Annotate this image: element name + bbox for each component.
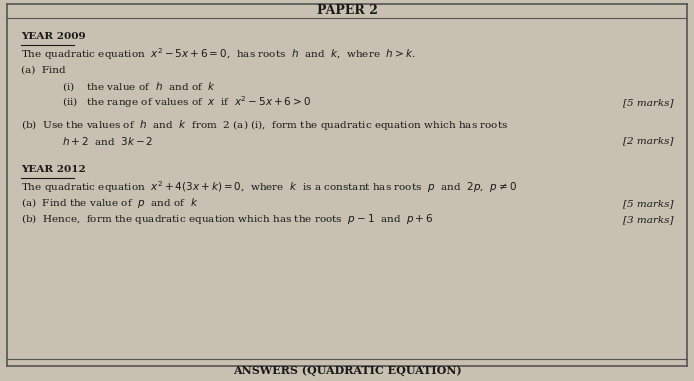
Text: (ii)   the range of values of  $x$  if  $x^2 - 5x + 6 > 0$: (ii) the range of values of $x$ if $x^2 … [62,94,312,110]
Text: [5 marks]: [5 marks] [623,98,673,107]
Text: [5 marks]: [5 marks] [623,199,673,208]
Text: YEAR 2012: YEAR 2012 [21,165,85,174]
Text: $h + 2$  and  $3k - 2$: $h + 2$ and $3k - 2$ [62,134,154,147]
Text: PAPER 2: PAPER 2 [316,4,378,17]
Text: YEAR 2009: YEAR 2009 [21,32,85,41]
Text: The quadratic equation  $x^2 - 5x + 6 = 0$,  has roots  $h$  and  $k$,  where  $: The quadratic equation $x^2 - 5x + 6 = 0… [21,46,415,62]
Text: (b)  Hence,  form the quadratic equation which has the roots  $p - 1$  and  $p +: (b) Hence, form the quadratic equation w… [21,213,434,226]
Text: ANSWERS (QUADRATIC EQUATION): ANSWERS (QUADRATIC EQUATION) [232,365,462,376]
Text: [2 marks]: [2 marks] [623,136,673,145]
Text: (a)  Find: (a) Find [21,66,65,75]
Text: The quadratic equation  $x^2 + 4(3x + k) = 0$,  where  $k$  is a constant has ro: The quadratic equation $x^2 + 4(3x + k) … [21,179,516,195]
Text: [3 marks]: [3 marks] [623,215,673,224]
Text: (b)  Use the values of  $h$  and  $k$  from  2 (a) (i),  form the quadratic equa: (b) Use the values of $h$ and $k$ from 2… [21,118,508,131]
Text: (a)  Find the value of  $p$  and of  $k$: (a) Find the value of $p$ and of $k$ [21,197,198,210]
Text: (i)    the value of  $h$  and of  $k$: (i) the value of $h$ and of $k$ [62,80,217,93]
